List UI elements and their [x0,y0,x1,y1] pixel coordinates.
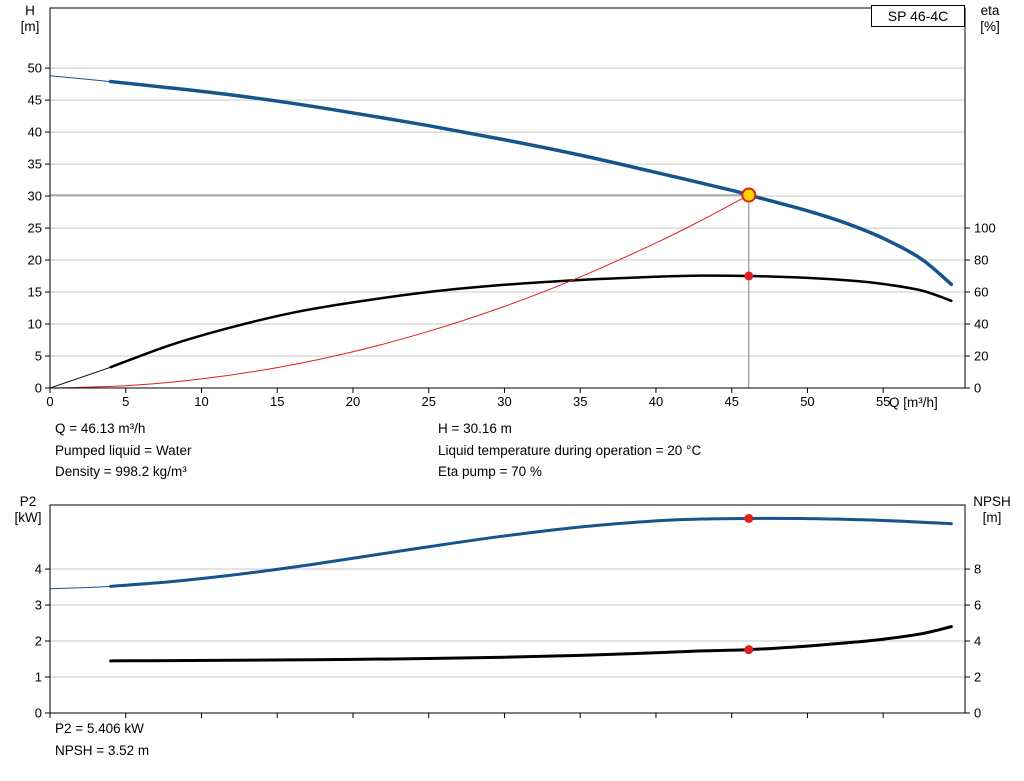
p2-curve [109,516,953,588]
y-right-tick-label: 4 [974,634,981,649]
npsh-axis-label: NPSH [973,494,1011,509]
readout-q: Q = 46.13 m³/h [55,421,146,436]
y-left-tick-label: 25 [28,221,42,236]
p2-axis-title: P2 [kW] [8,494,48,526]
y-left-tick-label: 5 [35,349,42,364]
readout-liquid-temperature: Liquid temperature during operation = 20… [438,442,702,458]
eta-axis-title: eta [%] [971,3,1009,35]
x-tick-label: 40 [649,394,663,409]
p2-axis-unit: [kW] [14,510,42,525]
npsh-curve [109,625,953,663]
npsh-point[interactable] [744,645,754,655]
y-right-tick-label: 20 [974,349,988,364]
y-left-tick-label: 15 [28,285,42,300]
y-right-tick-label: 8 [974,562,981,577]
duty-readouts-right: H = 30.16 m Liquid temperature during op… [438,418,701,483]
x-tick-label: 25 [421,394,435,409]
p2-npsh-chart: 0 1 2 3 4 0 2 4 6 8 [35,504,981,721]
y-left-tick-label: 50 [28,61,42,76]
pump-model-badge: SP 46-4C [871,5,965,27]
system-curve [49,194,750,389]
y-left-tick-label: 3 [35,598,42,613]
p2-curve-lead-in [49,517,952,590]
y-right-tick-label: 0 [974,706,981,721]
efficiency-curve [109,274,953,369]
readout-pumped-liquid: Pumped liquid = Water [55,442,192,458]
duty-point[interactable] [741,187,757,203]
y-right-tick-label: 60 [974,285,988,300]
plot-area[interactable] [49,504,966,714]
y-left-tick-label: 35 [28,157,42,172]
h-axis-title: H [m] [14,3,46,35]
y-left-tick-label: 4 [35,562,42,577]
y-right-tick-label: 6 [974,598,981,613]
readout-eta-pump: Eta pump = 70 % [438,464,542,479]
y-right-tick-label: 2 [974,670,981,685]
y-left-tick-label: 1 [35,670,42,685]
readout-npsh: NPSH = 3.52 m [55,742,150,758]
x-tick-label: 30 [497,394,511,409]
h-axis-unit: [m] [20,19,40,34]
y-left-tick-label: 30 [28,189,42,204]
x-tick-label: 50 [800,394,814,409]
y-left-tick-label: 0 [35,706,42,721]
x-tick-label: 10 [194,394,208,409]
y-left-tick-label: 45 [28,93,42,108]
y-left-tick-label: 0 [35,381,42,396]
plot-area[interactable] [49,7,966,389]
npsh-axis-title: NPSH [m] [966,494,1018,526]
duty-readouts-left: Q = 46.13 m³/h Pumped liquid = Water Den… [55,418,191,483]
h-axis-label: H [25,3,35,18]
x-tick-label: 35 [573,394,587,409]
x-tick-label: 55 [876,394,890,409]
eta-point[interactable] [744,271,754,281]
x-tick-label: 20 [346,394,360,409]
power-readouts: P2 = 5.406 kW NPSH = 3.52 m [55,718,149,761]
y-right-tick-label: 100 [974,221,996,236]
npsh-axis-unit: [m] [982,510,1002,525]
x-tick-label: 5 [122,394,129,409]
p2-point[interactable] [744,513,754,523]
y-left-tick-label: 40 [28,125,42,140]
x-tick-label: 15 [270,394,284,409]
readout-density: Density = 998.2 kg/m³ [55,464,187,479]
p2-axis-label: P2 [19,494,37,509]
y-left-tick-label: 2 [35,634,42,649]
y-left-tick-label: 20 [28,253,42,268]
head-curve-lead-in [49,75,952,285]
head-curve [108,79,954,287]
y-left-tick-label: 10 [28,317,42,332]
eta-axis-unit: [%] [980,19,1000,34]
x-tick-label: 45 [724,394,738,409]
eta-axis-label: eta [980,3,1000,18]
x-tick-label: 0 [46,394,53,409]
qh-eta-chart: 0 5 10 15 20 25 30 35 40 45 50 0 20 40 60 80 100 0 5 10 15 20… [28,7,996,409]
q-axis-label: Q [m³/h] [889,395,938,410]
y-right-tick-label: 0 [974,381,981,396]
y-right-tick-label: 40 [974,317,988,332]
readout-h: H = 30.16 m [438,421,512,436]
y-right-tick-label: 80 [974,253,988,268]
readout-p2: P2 = 5.406 kW [55,721,144,736]
